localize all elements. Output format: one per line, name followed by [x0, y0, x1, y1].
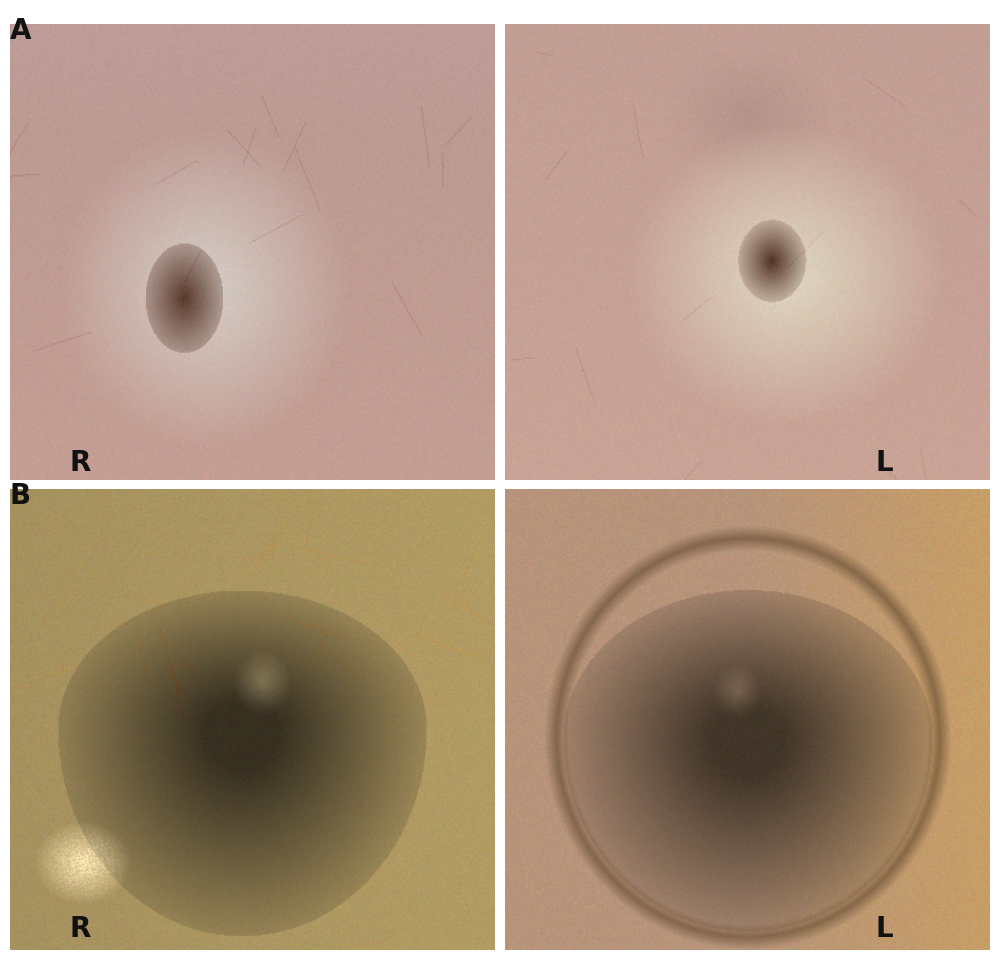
Text: R: R: [70, 449, 91, 477]
Text: L: L: [875, 449, 893, 477]
Text: R: R: [70, 915, 91, 943]
Text: L: L: [875, 915, 893, 943]
Text: B: B: [10, 482, 31, 510]
Text: A: A: [10, 17, 32, 46]
